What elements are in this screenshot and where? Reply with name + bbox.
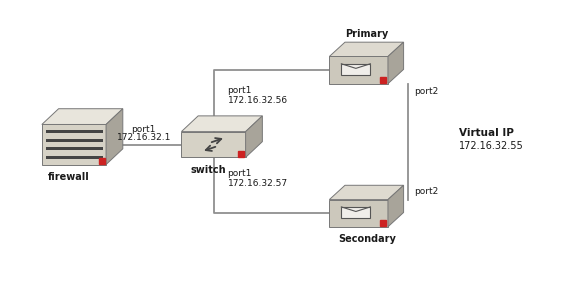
Polygon shape: [329, 185, 403, 200]
Text: Secondary: Secondary: [338, 234, 396, 244]
Polygon shape: [47, 130, 103, 133]
Polygon shape: [246, 116, 263, 158]
Polygon shape: [181, 131, 246, 158]
Polygon shape: [388, 42, 403, 84]
Polygon shape: [181, 116, 263, 131]
Text: port1: port1: [227, 86, 252, 95]
Text: port1: port1: [131, 125, 156, 134]
Polygon shape: [47, 156, 103, 159]
Polygon shape: [47, 147, 103, 150]
Text: 172.16.32.55: 172.16.32.55: [459, 141, 524, 151]
Polygon shape: [42, 109, 123, 125]
Text: firewall: firewall: [48, 172, 89, 182]
Text: Virtual IP: Virtual IP: [459, 128, 514, 138]
Polygon shape: [341, 207, 370, 218]
Text: port2: port2: [413, 87, 438, 96]
Polygon shape: [329, 42, 403, 56]
Polygon shape: [106, 109, 123, 164]
Polygon shape: [341, 64, 370, 75]
Polygon shape: [47, 139, 103, 142]
Polygon shape: [42, 125, 106, 164]
Polygon shape: [388, 185, 403, 227]
Polygon shape: [329, 56, 388, 84]
Text: Primary: Primary: [346, 29, 389, 39]
Polygon shape: [329, 200, 388, 227]
Text: switch: switch: [190, 164, 226, 175]
Text: 172.16.32.56: 172.16.32.56: [227, 96, 288, 105]
Text: 172.16.32.1: 172.16.32.1: [117, 133, 171, 142]
Text: 172.16.32.57: 172.16.32.57: [227, 179, 288, 188]
Text: port2: port2: [413, 187, 438, 196]
Text: port1: port1: [227, 169, 252, 178]
